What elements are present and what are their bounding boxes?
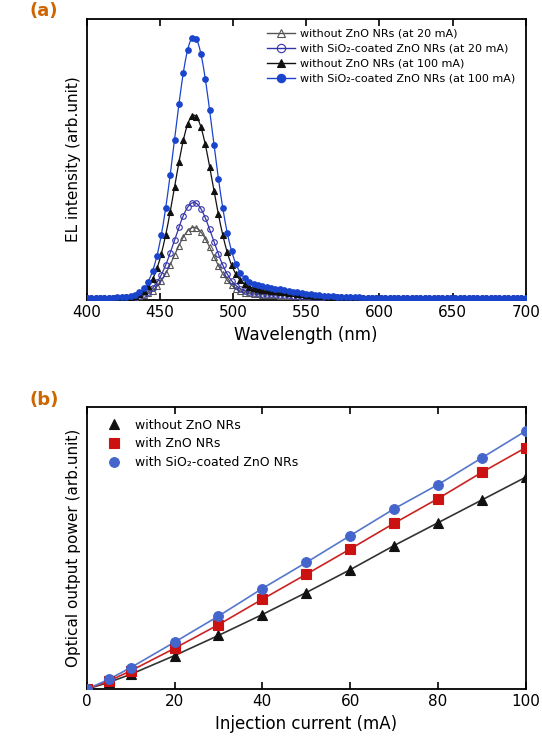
Text: (b): (b) (30, 390, 59, 408)
with SiO₂-coated ZnO NRs (259, 584, 266, 593)
Text: (a): (a) (30, 1, 58, 20)
without ZnO NRs (105, 678, 112, 687)
Legend: without ZnO NRs (at 20 mA), with SiO₂-coated ZnO NRs (at 20 mA), without ZnO NRs: without ZnO NRs (at 20 mA), with SiO₂-co… (263, 24, 520, 88)
Line: with ZnO NRs: with ZnO NRs (82, 443, 531, 694)
with ZnO NRs (171, 644, 178, 653)
with SiO₂-coated ZnO NRs (522, 427, 529, 436)
with ZnO NRs (522, 443, 529, 452)
with SiO₂-coated ZnO NRs (303, 558, 309, 567)
with ZnO NRs (435, 494, 441, 503)
without ZnO NRs (171, 651, 178, 660)
without ZnO NRs (479, 495, 485, 504)
X-axis label: Injection current (mA): Injection current (mA) (215, 714, 397, 732)
with SiO₂-coated ZnO NRs (83, 685, 90, 694)
with SiO₂-coated ZnO NRs (215, 612, 222, 621)
with ZnO NRs (83, 685, 90, 694)
with ZnO NRs (347, 545, 353, 554)
without ZnO NRs (522, 472, 529, 481)
with ZnO NRs (127, 667, 134, 676)
with SiO₂-coated ZnO NRs (391, 504, 397, 513)
without ZnO NRs (215, 631, 222, 640)
with ZnO NRs (105, 676, 112, 685)
without ZnO NRs (127, 670, 134, 679)
without ZnO NRs (303, 588, 309, 597)
with ZnO NRs (259, 595, 266, 603)
Line: with SiO₂-coated ZnO NRs: with SiO₂-coated ZnO NRs (82, 426, 531, 694)
with ZnO NRs (479, 468, 485, 477)
with SiO₂-coated ZnO NRs (435, 481, 441, 489)
without ZnO NRs (347, 565, 353, 574)
with SiO₂-coated ZnO NRs (347, 531, 353, 540)
Line: without ZnO NRs: without ZnO NRs (82, 472, 531, 694)
Legend: without ZnO NRs, with ZnO NRs, with SiO₂-coated ZnO NRs: without ZnO NRs, with ZnO NRs, with SiO₂… (93, 413, 304, 474)
with ZnO NRs (303, 570, 309, 579)
with SiO₂-coated ZnO NRs (127, 663, 134, 672)
without ZnO NRs (259, 610, 266, 619)
X-axis label: Wavelength (nm): Wavelength (nm) (235, 326, 378, 343)
with SiO₂-coated ZnO NRs (105, 675, 112, 684)
with SiO₂-coated ZnO NRs (479, 454, 485, 463)
without ZnO NRs (83, 685, 90, 694)
Y-axis label: EL intensity (arb.unit): EL intensity (arb.unit) (66, 77, 81, 242)
without ZnO NRs (435, 519, 441, 527)
Y-axis label: Optical output power (arb.unit): Optical output power (arb.unit) (66, 429, 81, 668)
with SiO₂-coated ZnO NRs (171, 638, 178, 647)
with ZnO NRs (391, 519, 397, 527)
with ZnO NRs (215, 621, 222, 630)
without ZnO NRs (391, 541, 397, 550)
